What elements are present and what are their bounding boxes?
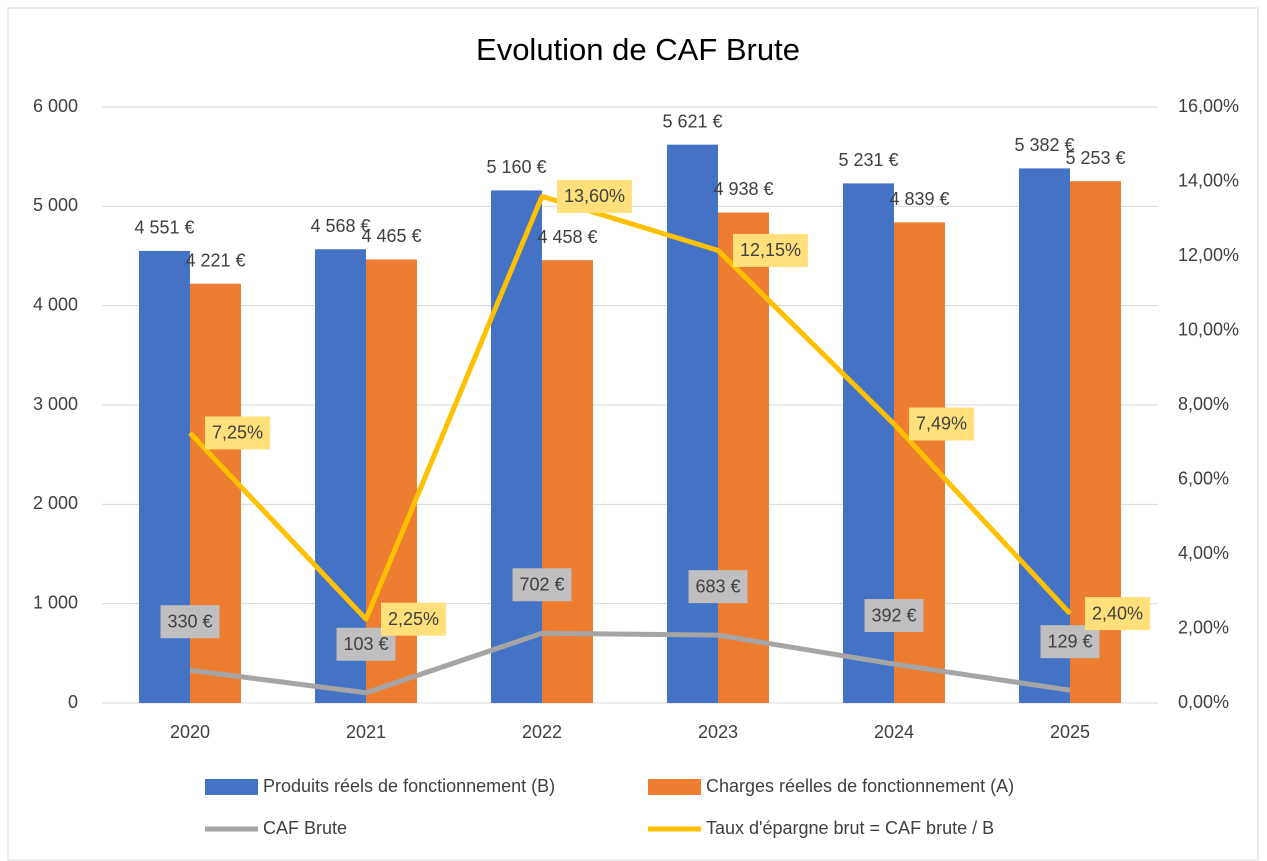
bar-value-label: 4 551 € [134, 218, 194, 238]
bar [718, 212, 769, 703]
bar-value-label: 5 160 € [486, 157, 546, 177]
line-value-label: 13,60% [564, 186, 625, 206]
x-tick-label: 2024 [874, 722, 914, 742]
value-label-box [381, 602, 447, 636]
value-label-box [688, 570, 748, 604]
y-tick-label: 0 [68, 692, 78, 712]
chart-title: Evolution de CAF Brute [476, 32, 800, 67]
line-value-label: 12,15% [740, 240, 801, 260]
bar-value-label: 4 839 € [889, 189, 949, 209]
y2-tick-label: 16,00% [1178, 96, 1239, 116]
legend-label: Charges réelles de fonctionnement (A) [706, 776, 1014, 796]
y-tick-label: 3 000 [33, 394, 78, 414]
line-value-label: 7,25% [212, 423, 263, 443]
x-tick-label: 2023 [698, 722, 738, 742]
bar-value-label: 4 568 € [310, 216, 370, 236]
bar-value-label: 5 253 € [1065, 148, 1125, 168]
bar [667, 144, 718, 703]
y2-tick-label: 10,00% [1178, 319, 1239, 339]
x-tick-label: 2025 [1050, 722, 1090, 742]
line-value-label: 702 € [519, 575, 564, 595]
value-label-box [512, 568, 572, 602]
line-value-label: 129 € [1047, 631, 1092, 651]
x-tick-label: 2021 [346, 722, 386, 742]
line-value-label: 2,40% [1092, 603, 1143, 623]
bar-value-label: 4 221 € [185, 250, 245, 270]
value-label-box [1040, 625, 1100, 659]
y2-tick-label: 6,00% [1178, 468, 1229, 488]
bar [542, 260, 593, 703]
y-tick-label: 1 000 [33, 592, 78, 612]
line-value-label: 103 € [343, 634, 388, 654]
value-label-box [557, 179, 633, 213]
bar-value-label: 4 458 € [537, 227, 597, 247]
y2-tick-label: 14,00% [1178, 170, 1239, 190]
line-series [188, 193, 1072, 622]
y2-tick-label: 8,00% [1178, 394, 1229, 414]
y2-tick-label: 4,00% [1178, 543, 1229, 563]
value-label-box [160, 605, 220, 639]
bar [1019, 168, 1070, 703]
y-tick-label: 5 000 [33, 195, 78, 215]
line-series [189, 630, 1071, 696]
legend-swatch [205, 779, 258, 795]
bar-value-label: 4 465 € [361, 226, 421, 246]
value-label-box [909, 407, 975, 441]
line-value-label: 2,25% [388, 609, 439, 629]
line-value-label: 7,49% [916, 414, 967, 434]
x-tick-label: 2020 [170, 722, 210, 742]
bar [190, 283, 241, 703]
y-tick-label: 2 000 [33, 493, 78, 513]
legend-label: Taux d'épargne brut = CAF brute / B [706, 818, 994, 838]
y-tick-label: 4 000 [33, 294, 78, 314]
bar-value-label: 5 382 € [1014, 135, 1074, 155]
value-label-box [205, 416, 271, 450]
legend-swatch [648, 779, 701, 795]
legend-label: CAF Brute [263, 818, 347, 838]
y2-tick-label: 12,00% [1178, 245, 1239, 265]
y2-tick-label: 2,00% [1178, 617, 1229, 637]
y-tick-label: 6 000 [33, 96, 78, 116]
value-label-box [864, 599, 924, 633]
value-label-box [733, 233, 809, 267]
bar-value-label: 5 621 € [662, 111, 722, 131]
y2-tick-label: 0,00% [1178, 692, 1229, 712]
line-value-label: 683 € [695, 576, 740, 596]
bar [315, 249, 366, 703]
bar-value-label: 5 231 € [838, 150, 898, 170]
value-label-box [1085, 597, 1151, 631]
line-value-label: 392 € [871, 605, 916, 625]
x-tick-label: 2022 [522, 722, 562, 742]
line-value-label: 330 € [167, 611, 212, 631]
legend-label: Produits réels de fonctionnement (B) [263, 776, 555, 796]
bar-value-label: 4 938 € [713, 179, 773, 199]
bar [491, 190, 542, 703]
